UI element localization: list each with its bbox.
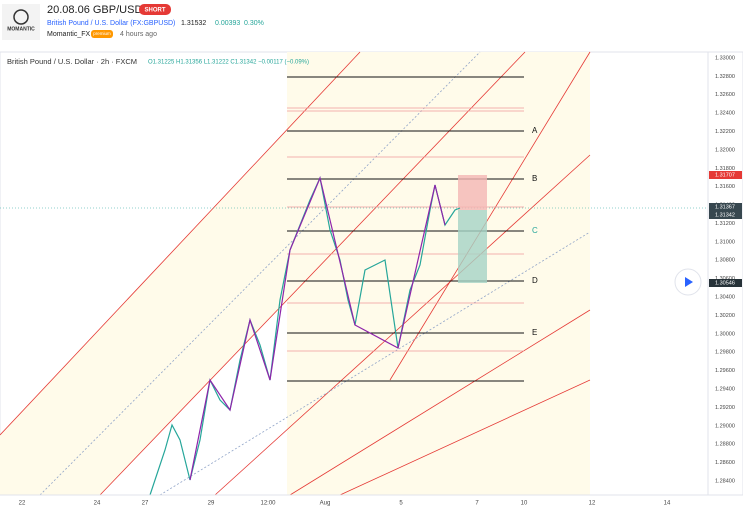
price-tick: 1.29000 [715,423,735,429]
chart-pane: British Pound / U.S. Dollar · 2h · FXCM … [0,51,709,496]
time-tick: 14 [664,501,671,507]
price-label-box [709,203,742,211]
level-label: C [532,226,538,235]
time-tick: 7 [475,501,479,507]
play-icon [685,277,693,287]
time: 4 hours ago [120,31,157,38]
change: 0.00393 [215,20,240,27]
price-label: 1.30546 [715,280,735,286]
change-pct: 0.30% [244,20,264,27]
price-tick: 1.31000 [715,239,735,245]
time-tick: 5 [399,501,403,507]
legend-ohlc: O1.31225 H1.31356 L1.31222 C1.31342 −0.0… [148,60,309,66]
price-tick: 1.31200 [715,221,735,227]
time-tick: 12 [589,501,596,507]
price-label: 1.31342 [715,212,735,218]
price-tick: 1.30000 [715,331,735,337]
author[interactable]: Momantic_FX [47,31,91,38]
time-tick: 24 [94,501,101,507]
price-label-box [709,279,742,287]
time-tick: 29 [208,501,215,507]
price-axis [707,51,743,496]
badge-box [139,4,171,15]
price-tick: 1.32400 [715,111,735,117]
price-tick: 1.31600 [715,184,735,190]
level-label: D [532,276,538,285]
price-tick: 1.30400 [715,295,735,301]
price-tick: 1.29800 [715,350,735,356]
author-badge-box [91,30,113,38]
price-label-box [709,211,742,219]
legend-name: British Pound / U.S. Dollar · 2h · FXCM [7,57,137,66]
price-tick: 1.29200 [715,405,735,411]
price-tick: 1.30200 [715,313,735,319]
level-label: A [532,126,538,135]
price-tick: 1.33000 [715,55,735,61]
price-tick: 1.29600 [715,368,735,374]
author-badge: premium [93,31,111,36]
symbol[interactable]: British Pound / U.S. Dollar (FX:GBPUSD) [47,20,175,27]
level-label: E [532,328,537,337]
price-label: 1.31707 [715,172,735,178]
price: 1.31532 [181,20,206,27]
price-label: 1.31367 [715,204,735,210]
logo: MOMANTIC [7,26,35,32]
time-tick: Aug [320,501,331,507]
price-tick: 1.28800 [715,442,735,448]
price-tick: 1.32200 [715,129,735,135]
price-label-box [709,171,742,179]
price-tick: 1.31800 [715,166,735,172]
price-tick: 1.29400 [715,386,735,392]
time-tick: 22 [19,501,26,507]
price-tick: 1.30800 [715,258,735,264]
time-tick: 10 [521,501,528,507]
time-tick: 12:00 [260,501,276,507]
time-tick: 27 [142,501,149,507]
badge: SHORT [145,8,166,14]
logo-mark [13,9,29,25]
price-tick: 1.32000 [715,147,735,153]
price-tick: 1.32600 [715,92,735,98]
price-tick: 1.28600 [715,460,735,466]
idea-title: 20.08.06 GBP/USD [47,4,142,16]
level-label: B [532,174,537,183]
price-tick: 1.32800 [715,74,735,80]
price-tick: 1.28400 [715,478,735,484]
